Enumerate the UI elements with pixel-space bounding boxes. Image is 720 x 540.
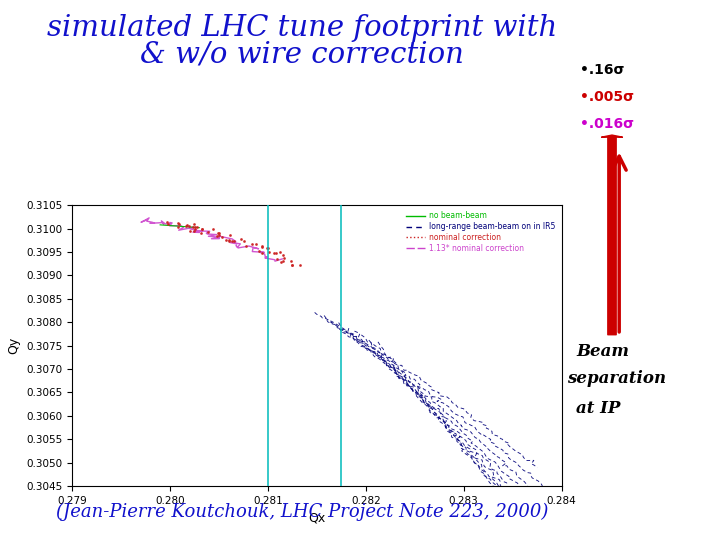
Legend: no beam-beam, long-range beam-beam on in IR5, nominal correction, 1.13* nominal : no beam-beam, long-range beam-beam on in…: [404, 209, 558, 255]
Text: (Jean-Pierre Koutchouk, LHC Project Note 223, 2000): (Jean-Pierre Koutchouk, LHC Project Note…: [56, 503, 549, 521]
Text: & w/o wire correction: & w/o wire correction: [140, 40, 464, 69]
X-axis label: Qx: Qx: [308, 511, 325, 524]
Text: simulated LHC tune footprint with: simulated LHC tune footprint with: [48, 14, 557, 42]
Text: Beam: Beam: [576, 343, 629, 360]
Text: •.005σ: •.005σ: [580, 90, 634, 104]
Text: at IP: at IP: [576, 400, 621, 416]
Y-axis label: Qy: Qy: [7, 337, 20, 354]
Text: •.016σ: •.016σ: [580, 117, 634, 131]
Text: separation: separation: [567, 370, 667, 387]
Text: •.16σ: •.16σ: [580, 63, 624, 77]
